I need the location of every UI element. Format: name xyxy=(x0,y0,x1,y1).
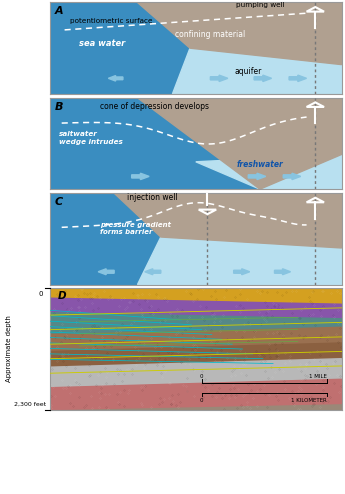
Text: freshwater: freshwater xyxy=(237,160,283,169)
Polygon shape xyxy=(50,288,342,304)
Text: pressure gradient
forms barrier: pressure gradient forms barrier xyxy=(100,222,170,235)
FancyArrow shape xyxy=(283,173,301,180)
Polygon shape xyxy=(50,359,342,388)
Text: 1 KILOMETER: 1 KILOMETER xyxy=(291,398,327,403)
FancyArrow shape xyxy=(289,75,307,82)
Polygon shape xyxy=(50,327,342,351)
Text: A: A xyxy=(55,6,63,16)
Text: sea water: sea water xyxy=(79,40,126,48)
Text: pumping well: pumping well xyxy=(236,2,284,8)
FancyArrow shape xyxy=(248,173,266,180)
Polygon shape xyxy=(172,48,342,94)
FancyArrow shape xyxy=(145,269,161,275)
Polygon shape xyxy=(50,313,342,334)
Polygon shape xyxy=(50,298,342,319)
Text: 1 MILE: 1 MILE xyxy=(309,374,327,379)
Polygon shape xyxy=(138,2,342,65)
Polygon shape xyxy=(114,193,342,248)
Polygon shape xyxy=(50,193,161,285)
Text: 2,300 feet: 2,300 feet xyxy=(14,402,47,407)
Text: D: D xyxy=(57,291,66,301)
Text: 0: 0 xyxy=(200,374,203,379)
FancyArrow shape xyxy=(234,269,250,275)
Text: B: B xyxy=(55,102,63,112)
Polygon shape xyxy=(50,343,342,367)
FancyArrow shape xyxy=(254,75,272,82)
Text: C: C xyxy=(55,197,62,207)
Text: potentiometric surface: potentiometric surface xyxy=(70,18,153,24)
FancyArrow shape xyxy=(210,75,228,82)
Text: cone of depression develops: cone of depression develops xyxy=(100,102,209,111)
FancyArrow shape xyxy=(275,269,290,275)
Polygon shape xyxy=(50,2,190,94)
Polygon shape xyxy=(50,98,260,189)
FancyArrow shape xyxy=(108,76,123,81)
Polygon shape xyxy=(138,98,342,189)
FancyArrow shape xyxy=(98,269,114,275)
Text: 0: 0 xyxy=(200,398,203,403)
FancyArrow shape xyxy=(132,173,149,180)
Text: 0: 0 xyxy=(39,291,43,297)
Polygon shape xyxy=(50,379,342,410)
Polygon shape xyxy=(138,237,342,285)
Polygon shape xyxy=(196,155,342,189)
Polygon shape xyxy=(50,160,260,189)
Text: aquifer: aquifer xyxy=(235,67,262,76)
Text: injection well: injection well xyxy=(127,194,177,203)
Text: confining material: confining material xyxy=(175,30,246,39)
Text: saltwater
wedge intrudes: saltwater wedge intrudes xyxy=(59,131,122,145)
Text: Approximate depth: Approximate depth xyxy=(6,316,12,382)
Polygon shape xyxy=(50,262,138,285)
